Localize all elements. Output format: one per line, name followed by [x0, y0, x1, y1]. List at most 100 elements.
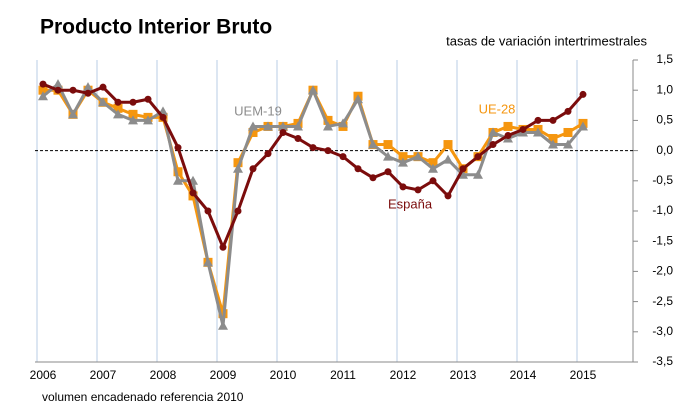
point [38, 91, 48, 101]
point [443, 154, 453, 164]
series-line [43, 88, 584, 316]
point [114, 98, 122, 106]
point [384, 168, 392, 176]
y-tick-label: -0,5 [652, 173, 673, 187]
point [489, 141, 497, 149]
x-tick-label: 2013 [450, 368, 477, 382]
x-tick-label: 2010 [270, 368, 297, 382]
point [84, 89, 92, 97]
point [308, 85, 318, 95]
point [53, 79, 63, 89]
point [398, 157, 408, 167]
point [338, 118, 348, 128]
point [428, 158, 438, 168]
series-label: España [388, 196, 433, 211]
y-tick-label: -2,0 [652, 264, 673, 278]
point [534, 116, 542, 124]
point [324, 147, 332, 155]
y-tick-label: 1,5 [656, 52, 673, 66]
point [54, 86, 62, 94]
series-line [42, 82, 585, 328]
point [173, 175, 183, 185]
point [519, 125, 527, 133]
point [98, 97, 108, 107]
point [234, 207, 242, 215]
point [83, 82, 93, 92]
point [563, 139, 573, 149]
point [429, 177, 437, 185]
point [399, 183, 407, 191]
point [264, 150, 272, 158]
point [248, 127, 258, 137]
point [383, 151, 393, 161]
point [548, 139, 558, 149]
point [549, 116, 557, 124]
point [39, 80, 47, 88]
footnote: volumen encadenado referencia 2010 [42, 390, 244, 404]
point [504, 132, 512, 139]
point [323, 115, 333, 125]
point [353, 94, 363, 104]
point [233, 158, 243, 168]
point [354, 165, 362, 173]
point [69, 86, 77, 94]
y-tick-label: 1,0 [656, 82, 673, 96]
series-label: UE-28 [479, 101, 516, 116]
point [68, 109, 78, 119]
x-tick-label: 2009 [210, 368, 237, 382]
point [443, 140, 453, 150]
point [339, 153, 347, 161]
point [459, 165, 467, 173]
x-tick-label: 2007 [90, 368, 117, 382]
chart-title: Producto Interior Bruto [40, 16, 272, 39]
point [548, 134, 558, 144]
point [369, 174, 377, 182]
point [204, 207, 212, 215]
x-tick-label: 2006 [30, 368, 57, 382]
point [248, 121, 258, 131]
point [564, 107, 572, 115]
point [189, 189, 197, 197]
point [294, 135, 302, 143]
point [458, 169, 468, 179]
x-tick-label: 2015 [570, 368, 597, 382]
y-tick-label: -3,0 [652, 324, 673, 338]
point [159, 113, 167, 121]
y-tick-label: -3,5 [652, 354, 673, 368]
point [278, 121, 288, 131]
point [233, 163, 243, 173]
y-tick-label: -1,0 [652, 203, 673, 217]
point [413, 151, 423, 161]
point [173, 167, 183, 177]
point [323, 121, 333, 131]
point [219, 243, 227, 251]
point [143, 115, 153, 125]
point [218, 320, 228, 330]
point [99, 83, 107, 91]
x-tick-label: 2012 [390, 368, 417, 382]
point [533, 127, 543, 137]
point [578, 121, 588, 131]
point [473, 169, 483, 179]
point [488, 127, 498, 137]
point [128, 109, 138, 119]
y-tick-label: -1,5 [652, 233, 673, 247]
point [38, 85, 48, 95]
point [368, 139, 378, 149]
point [128, 115, 138, 125]
series-label: UEM-19 [234, 103, 282, 118]
point [113, 103, 123, 113]
point [174, 144, 182, 152]
point [444, 192, 452, 200]
y-tick-label: -2,5 [652, 294, 673, 308]
chart-subtitle: tasas de variación intertrimestrales [446, 33, 647, 48]
point [428, 163, 438, 173]
point [113, 109, 123, 119]
point [263, 121, 273, 131]
point [414, 186, 422, 194]
point [383, 140, 393, 150]
point [503, 121, 513, 131]
point [279, 128, 287, 136]
point [398, 152, 408, 162]
